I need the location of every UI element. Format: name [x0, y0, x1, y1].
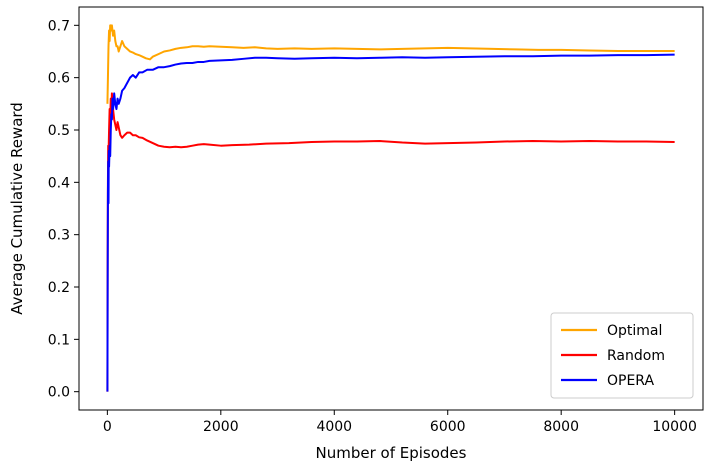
y-tick-label: 0.2 [48, 280, 70, 296]
y-axis-label: Average Cumulative Reward [8, 102, 26, 315]
x-axis-label: Number of Episodes [316, 444, 467, 462]
x-tick-label: 0 [103, 419, 112, 435]
legend-label-optimal: Optimal [607, 323, 662, 339]
series-line-opera [106, 53, 675, 392]
x-tick-label: 4000 [316, 419, 352, 435]
x-tick-label: 8000 [543, 419, 579, 435]
y-tick-label: 0.7 [48, 18, 70, 34]
plot-frame [78, 6, 704, 411]
series-line-random [106, 92, 675, 392]
x-tick-label: 6000 [430, 419, 466, 435]
series-layer [106, 24, 675, 392]
legend-label-opera: OPERA [607, 373, 654, 389]
y-tick-label: 0.6 [48, 71, 70, 87]
series-line-optimal [106, 24, 675, 104]
y-tick-label: 0.5 [48, 123, 70, 139]
legend-box [550, 312, 694, 399]
axes-layer: 0 2000 4000 6000 8000 10000 0.0 0.1 0.2 0.3 0.4 0.5… [48, 6, 704, 435]
legend: Optimal Random OPERA [550, 312, 694, 399]
y-tick-label: 0.0 [48, 385, 70, 401]
x-tick-label: 10000 [652, 419, 697, 435]
x-tick-label: 2000 [203, 419, 239, 435]
y-tick-label: 0.1 [48, 332, 70, 348]
legend-label-random: Random [607, 348, 665, 364]
y-tick-label: 0.3 [48, 228, 70, 244]
y-tick-label: 0.4 [48, 175, 70, 191]
